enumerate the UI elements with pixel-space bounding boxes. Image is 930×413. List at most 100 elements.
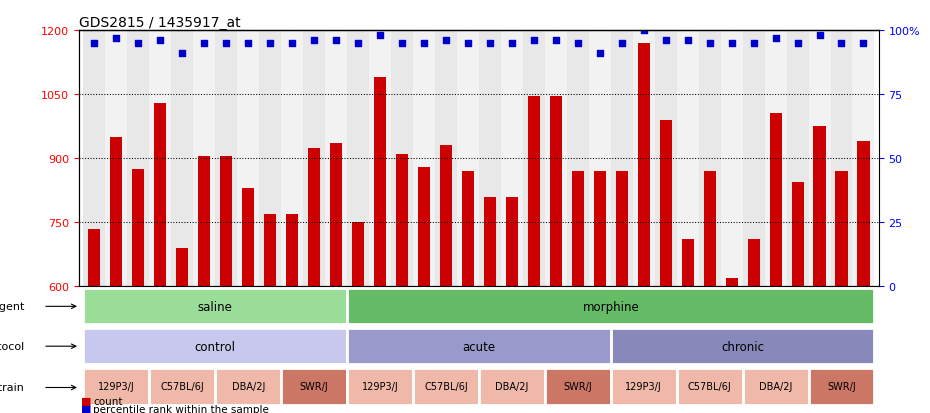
Point: [526, 38, 541, 45]
Point: [834, 40, 849, 47]
Bar: [111, 138, 123, 287]
Point: [702, 40, 717, 47]
Bar: [347, 289, 874, 325]
Text: DBA/2J: DBA/2J: [495, 381, 528, 391]
Bar: [347, 328, 611, 364]
Bar: [725, 278, 737, 287]
Point: [856, 40, 870, 47]
Text: control: control: [194, 340, 236, 353]
Point: [285, 40, 299, 47]
Point: [351, 40, 365, 47]
Point: [417, 40, 432, 47]
Text: chronic: chronic: [721, 340, 764, 353]
Bar: [787, 31, 808, 287]
Bar: [655, 31, 677, 287]
Point: [153, 38, 167, 45]
Bar: [84, 31, 105, 287]
Text: 129P3/J: 129P3/J: [362, 381, 398, 391]
Point: [812, 33, 827, 39]
Point: [197, 40, 212, 47]
Bar: [545, 31, 567, 287]
Point: [504, 40, 519, 47]
Bar: [352, 223, 365, 287]
Bar: [259, 31, 281, 287]
Point: [439, 38, 454, 45]
Bar: [330, 144, 342, 287]
Bar: [808, 368, 874, 405]
Bar: [286, 214, 299, 287]
Bar: [84, 368, 150, 405]
Point: [241, 40, 256, 47]
Point: [373, 33, 388, 39]
Bar: [326, 31, 347, 287]
Bar: [281, 368, 347, 405]
Bar: [237, 31, 259, 287]
Bar: [479, 368, 545, 405]
Bar: [413, 31, 435, 287]
Point: [570, 40, 585, 47]
Text: C57BL/6J: C57BL/6J: [424, 381, 468, 391]
Bar: [567, 31, 589, 287]
Bar: [347, 31, 369, 287]
Point: [87, 40, 102, 47]
Point: [724, 40, 739, 47]
Bar: [215, 31, 237, 287]
Bar: [506, 197, 518, 287]
Bar: [611, 328, 874, 364]
Bar: [369, 31, 391, 287]
Bar: [677, 368, 743, 405]
Bar: [105, 31, 127, 287]
Point: [549, 38, 564, 45]
Bar: [764, 31, 787, 287]
Bar: [682, 240, 694, 287]
Text: C57BL/6J: C57BL/6J: [688, 381, 732, 391]
Bar: [523, 31, 545, 287]
Bar: [308, 148, 320, 287]
Text: SWR/J: SWR/J: [827, 381, 856, 391]
Text: ■: ■: [81, 396, 91, 406]
Point: [768, 36, 783, 42]
Point: [109, 36, 124, 42]
Bar: [84, 328, 347, 364]
Bar: [721, 31, 743, 287]
Bar: [457, 31, 479, 287]
Bar: [154, 103, 166, 287]
Text: agent: agent: [0, 301, 25, 311]
Bar: [177, 248, 189, 287]
Bar: [418, 167, 430, 287]
Bar: [220, 157, 232, 287]
Text: DBA/2J: DBA/2J: [232, 381, 265, 391]
Text: SWR/J: SWR/J: [299, 381, 328, 391]
Bar: [611, 31, 632, 287]
Bar: [814, 127, 826, 287]
Bar: [808, 31, 830, 287]
Text: 129P3/J: 129P3/J: [625, 381, 662, 391]
Bar: [698, 31, 721, 287]
Bar: [589, 31, 611, 287]
Bar: [501, 31, 523, 287]
Bar: [748, 240, 760, 287]
Bar: [632, 31, 655, 287]
Bar: [435, 31, 457, 287]
Text: 129P3/J: 129P3/J: [98, 381, 135, 391]
Bar: [150, 368, 215, 405]
Point: [307, 38, 322, 45]
Bar: [550, 97, 562, 287]
Point: [790, 40, 805, 47]
Point: [615, 40, 630, 47]
Bar: [171, 31, 193, 287]
Point: [328, 38, 343, 45]
Bar: [593, 172, 605, 287]
Bar: [391, 31, 413, 287]
Bar: [545, 368, 611, 405]
Point: [636, 28, 651, 34]
Text: strain: strain: [0, 382, 25, 392]
Point: [263, 40, 278, 47]
Bar: [150, 31, 171, 287]
Bar: [572, 172, 584, 287]
Bar: [303, 31, 326, 287]
Text: morphine: morphine: [582, 300, 639, 313]
Bar: [396, 154, 408, 287]
Bar: [281, 31, 303, 287]
Text: percentile rank within the sample: percentile rank within the sample: [93, 404, 269, 413]
